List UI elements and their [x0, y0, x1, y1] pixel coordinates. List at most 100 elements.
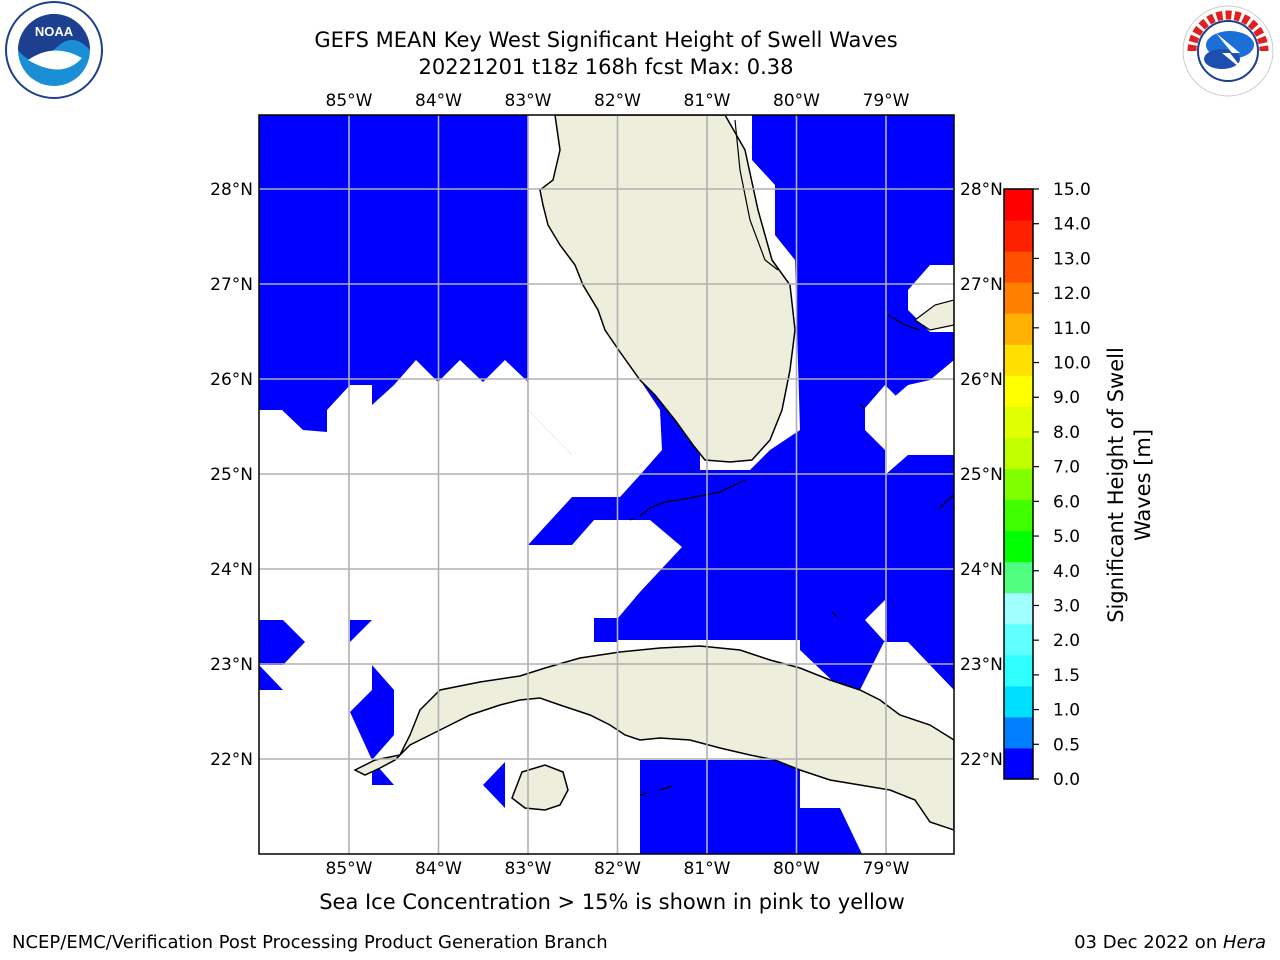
florida-land	[539, 115, 796, 463]
lon-tick-label: 83°W	[505, 91, 552, 111]
lat-tick-label: 27°N	[210, 275, 253, 295]
colorbar-swatch	[1004, 189, 1033, 221]
colorbar-tick-label: 13.0	[1053, 249, 1091, 269]
gridlines	[259, 115, 954, 854]
lat-tick-label: 26°N	[960, 370, 1003, 390]
colorbar-swatch	[1004, 561, 1033, 594]
swell-patch	[483, 762, 505, 808]
colorbar-swatch	[1004, 716, 1033, 749]
colorbar-swatch	[1004, 282, 1033, 314]
colorbar	[1003, 188, 1034, 780]
colorbar-tick-label: 2.0	[1053, 631, 1080, 651]
colorbar-tick-label: 1.0	[1053, 701, 1080, 721]
colorbar-tick-label: 8.0	[1053, 423, 1080, 443]
colorbar-tick-label: 4.0	[1053, 562, 1080, 582]
lon-tick-label: 80°W	[773, 859, 820, 879]
lon-tick-label: 83°W	[505, 859, 552, 879]
lat-tick-label: 28°N	[960, 180, 1003, 200]
lat-tick-label: 24°N	[210, 560, 253, 580]
colorbar-swatch	[1004, 375, 1033, 407]
colorbar-frame	[1003, 188, 1034, 780]
colorbar-swatch	[1004, 406, 1033, 438]
lon-tick-label: 82°W	[594, 91, 641, 111]
noaa-logo: NOAA	[5, 1, 103, 99]
lon-labels-bottom: 85°W 84°W 83°W 82°W 81°W 80°W 79°W	[326, 859, 910, 879]
colorbar-tick-label: 9.0	[1053, 388, 1080, 408]
colorbar-tick-label: 12.0	[1053, 284, 1091, 304]
nws-logo	[1182, 5, 1274, 97]
colorbar-tick-label: 11.0	[1053, 319, 1091, 339]
bahamas-land	[913, 299, 954, 331]
swell-patch	[259, 665, 283, 690]
isla-juventud-land	[511, 764, 569, 811]
lon-labels-top: 85°W 84°W 83°W 82°W 81°W 80°W 79°W	[326, 91, 910, 111]
colorbar-tick-label: 15.0	[1053, 180, 1091, 200]
colorbar-swatch	[1004, 251, 1033, 283]
swell-patch	[350, 665, 394, 760]
colorbar-swatch	[1004, 313, 1033, 345]
lon-tick-label: 80°W	[773, 91, 820, 111]
no-data-region	[259, 500, 327, 595]
colorbar-swatch	[1004, 220, 1033, 252]
colorbar-swatch	[1004, 530, 1033, 563]
lat-tick-label: 27°N	[960, 275, 1003, 295]
lat-tick-label: 23°N	[210, 655, 253, 675]
footer-host: Hera	[1222, 932, 1266, 953]
lat-tick-label: 26°N	[210, 370, 253, 390]
footer-date: 03 Dec 2022 on Hera	[1074, 932, 1266, 953]
florida-east-coast	[734, 119, 779, 271]
lat-tick-label: 25°N	[960, 465, 1003, 485]
lat-tick-label: 22°N	[960, 750, 1003, 770]
colorbar-swatch	[1004, 592, 1033, 625]
footer-date-text: 03 Dec 2022 on	[1074, 932, 1223, 953]
map-frame	[258, 114, 955, 855]
lon-tick-label: 81°W	[684, 91, 731, 111]
sea-ice-note: Sea Ice Concentration > 15% is shown in …	[319, 890, 905, 914]
lat-tick-label: 23°N	[960, 655, 1003, 675]
colorbar-ticks: 15.0 14.0 13.0 12.0 11.0 10.0 9.0 8.0 7.0 6.0 5.0 4…	[1033, 180, 1091, 790]
lat-tick-label: 24°N	[960, 560, 1003, 580]
colorbar-label-line1: Significant Height of Swell	[1104, 347, 1128, 623]
lat-tick-label: 22°N	[210, 750, 253, 770]
colorbar-tick-label: 1.5	[1053, 666, 1080, 686]
swell-patch	[640, 760, 862, 854]
colorbar-swatch	[1004, 654, 1033, 687]
cuba-land	[353, 645, 954, 831]
colorbar-tick-label: 7.0	[1053, 458, 1080, 478]
florida-keys	[629, 479, 746, 521]
swell-patch	[259, 620, 305, 665]
colorbar-swatch	[1004, 344, 1033, 376]
lon-tick-label: 84°W	[415, 91, 462, 111]
map-title: GEFS MEAN Key West Significant Height of…	[314, 28, 898, 52]
colorbar-swatch	[1004, 747, 1033, 780]
colorbar-tick-label: 5.0	[1053, 527, 1080, 547]
swell-patch	[350, 620, 372, 642]
colorbar-tick-label: 6.0	[1053, 492, 1080, 512]
lon-tick-label: 82°W	[594, 859, 641, 879]
lon-tick-label: 79°W	[863, 859, 910, 879]
lat-tick-label: 25°N	[210, 465, 253, 485]
lon-tick-label: 79°W	[863, 91, 910, 111]
map-subtitle: 20221201 t18z 168h fcst Max: 0.38	[418, 55, 794, 79]
colorbar-swatch	[1004, 437, 1033, 469]
lat-labels-left: 28°N 27°N 26°N 25°N 24°N 23°N 22°N	[210, 180, 253, 770]
swell-patch	[594, 618, 618, 642]
lon-tick-label: 85°W	[326, 91, 373, 111]
lon-tick-label: 84°W	[415, 859, 462, 879]
bahamas-coast	[887, 314, 954, 511]
colorbar-swatch	[1004, 499, 1033, 532]
lon-tick-label: 81°W	[684, 859, 731, 879]
colorbar-tick-label: 0.5	[1053, 735, 1080, 755]
colorbar-swatch	[1004, 685, 1033, 718]
footer-credit: NCEP/EMC/Verification Post Processing Pr…	[12, 932, 608, 953]
colorbar-tick-label: 0.0	[1053, 770, 1080, 790]
colorbar-swatch	[1004, 623, 1033, 656]
colorbar-tick-label: 3.0	[1053, 596, 1080, 616]
lat-labels-right: 28°N 27°N 26°N 25°N 24°N 23°N 22°N	[960, 180, 1003, 770]
colorbar-tick-label: 14.0	[1053, 215, 1091, 235]
lat-tick-label: 28°N	[210, 180, 253, 200]
noaa-logo-text: NOAA	[35, 24, 74, 39]
lon-tick-label: 85°W	[326, 859, 373, 879]
colorbar-tick-label: 10.0	[1053, 354, 1091, 374]
